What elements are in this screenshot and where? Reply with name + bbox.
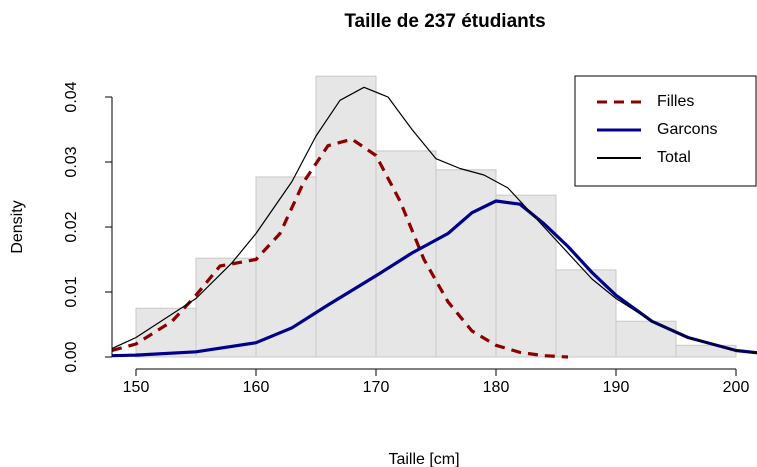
y-tick-label: 0.04 bbox=[63, 81, 80, 112]
density-line bbox=[111, 86, 757, 354]
density-line bbox=[111, 137, 569, 359]
x-tick-label: 150 bbox=[123, 379, 150, 396]
x-tick-label: 200 bbox=[723, 379, 750, 396]
chart-title: Taille de 237 étudiants bbox=[344, 11, 545, 32]
x-tick-label: 190 bbox=[603, 379, 630, 396]
y-tick-label: 0.00 bbox=[63, 341, 80, 372]
bar bbox=[555, 269, 617, 358]
bar bbox=[315, 75, 377, 358]
bar bbox=[435, 169, 497, 358]
legend-label: Total bbox=[657, 149, 691, 166]
bar bbox=[195, 257, 257, 358]
bar bbox=[255, 176, 317, 358]
legend-label: Garcons bbox=[657, 121, 717, 138]
bar bbox=[135, 307, 197, 358]
bar bbox=[495, 194, 557, 358]
legend-label: Filles bbox=[657, 93, 694, 110]
y-tick-label: 0.03 bbox=[63, 146, 80, 177]
y-tick-label: 0.02 bbox=[63, 211, 80, 242]
x-tick-label: 160 bbox=[243, 379, 270, 396]
bar bbox=[375, 150, 437, 358]
x-tick-label: 180 bbox=[483, 379, 510, 396]
x-axis-label: Taille [cm] bbox=[388, 451, 459, 467]
y-tick-label: 0.01 bbox=[63, 276, 80, 307]
y-axis-label: Density bbox=[9, 200, 26, 253]
x-tick-label: 170 bbox=[363, 379, 390, 396]
